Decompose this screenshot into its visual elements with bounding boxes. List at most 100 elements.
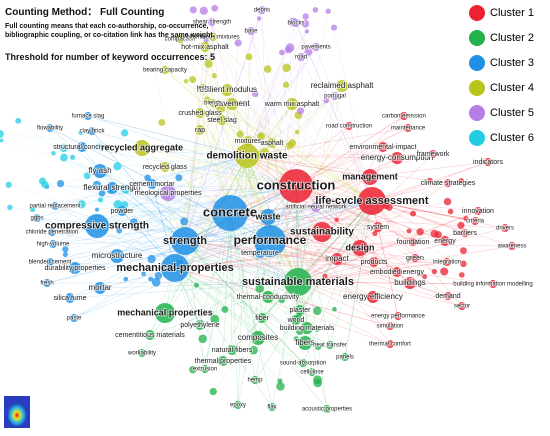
node [88,127,96,135]
minor-node [209,387,217,396]
minor-node [276,382,285,391]
link [295,185,414,243]
node-label: extrusion [193,367,217,373]
link [164,69,373,202]
minor-node [51,150,56,156]
link [212,102,373,202]
link [184,240,398,273]
link [297,281,494,285]
node-label: bituminous mixtures [186,35,239,41]
minor-node [148,276,154,282]
link [297,210,479,283]
node [161,66,169,74]
node [251,376,259,384]
link [221,119,373,202]
node-label: panels [336,355,354,361]
node [147,179,157,189]
node-label: powder [111,208,135,215]
minor-node [314,342,322,351]
link [297,281,391,327]
link [164,155,248,314]
legend-swatch [469,30,485,46]
minor-node [323,97,329,104]
minor-node [180,217,189,226]
minor-node [29,206,36,213]
link [96,212,231,227]
link [52,155,248,245]
link [295,23,306,187]
link [371,200,513,247]
node-label: steel slag [207,117,237,124]
link [196,281,299,286]
link [371,200,399,317]
link [269,240,416,259]
node-label: base [244,29,258,35]
link [297,261,448,283]
minor-node [221,306,229,313]
link [371,200,479,212]
node [429,150,437,158]
link [258,18,297,187]
node-label: performance [234,233,307,247]
minor-node [245,53,253,61]
node-label: thermal-conductivity [237,294,300,301]
link [184,240,328,410]
minor-node [0,138,4,143]
link [250,30,299,283]
link [246,155,398,159]
node-label: asphalt [261,140,284,147]
link [111,187,271,242]
node [295,305,305,315]
node-label: demolition waste [206,151,288,162]
minor-node [123,276,129,282]
node-label: thermal properties [195,358,252,365]
minor-node [154,271,163,280]
minor-node [463,216,469,222]
link [246,9,316,157]
minor-node [256,16,262,21]
link [174,267,318,384]
link [261,9,271,242]
counting-method: Counting Method： Full Counting [5,7,165,18]
minor-node [416,228,424,236]
minor-node [410,210,417,217]
minor-node [332,306,337,312]
node [195,320,205,330]
minor-node [234,39,242,47]
link [184,240,463,307]
link [53,152,186,242]
link [371,200,463,307]
link [246,155,466,234]
node [323,405,331,413]
link [96,185,297,210]
minor-node [193,282,199,288]
minor-node [255,284,265,293]
legend-label: Cluster 5 [490,107,534,119]
minor-node [258,133,263,138]
minor-node [286,141,294,150]
node-label: structural concrete [53,144,111,151]
link [184,40,207,242]
link [0,133,248,157]
link [117,155,248,205]
link [237,155,248,406]
node [46,258,54,266]
node-label: green [406,255,424,262]
link [246,51,309,157]
link [184,206,317,242]
link [174,240,446,269]
node [378,142,388,152]
node-label: silica fume [53,295,86,302]
node [312,43,320,51]
link [334,200,373,310]
legend-swatch [469,80,485,96]
link [179,38,297,187]
minor-node [249,345,258,355]
link [203,10,297,187]
link [141,200,373,354]
node [284,268,312,296]
link [221,119,373,202]
node [65,293,75,303]
node-label: debris [254,8,270,14]
node-label: fly ash [88,166,111,175]
